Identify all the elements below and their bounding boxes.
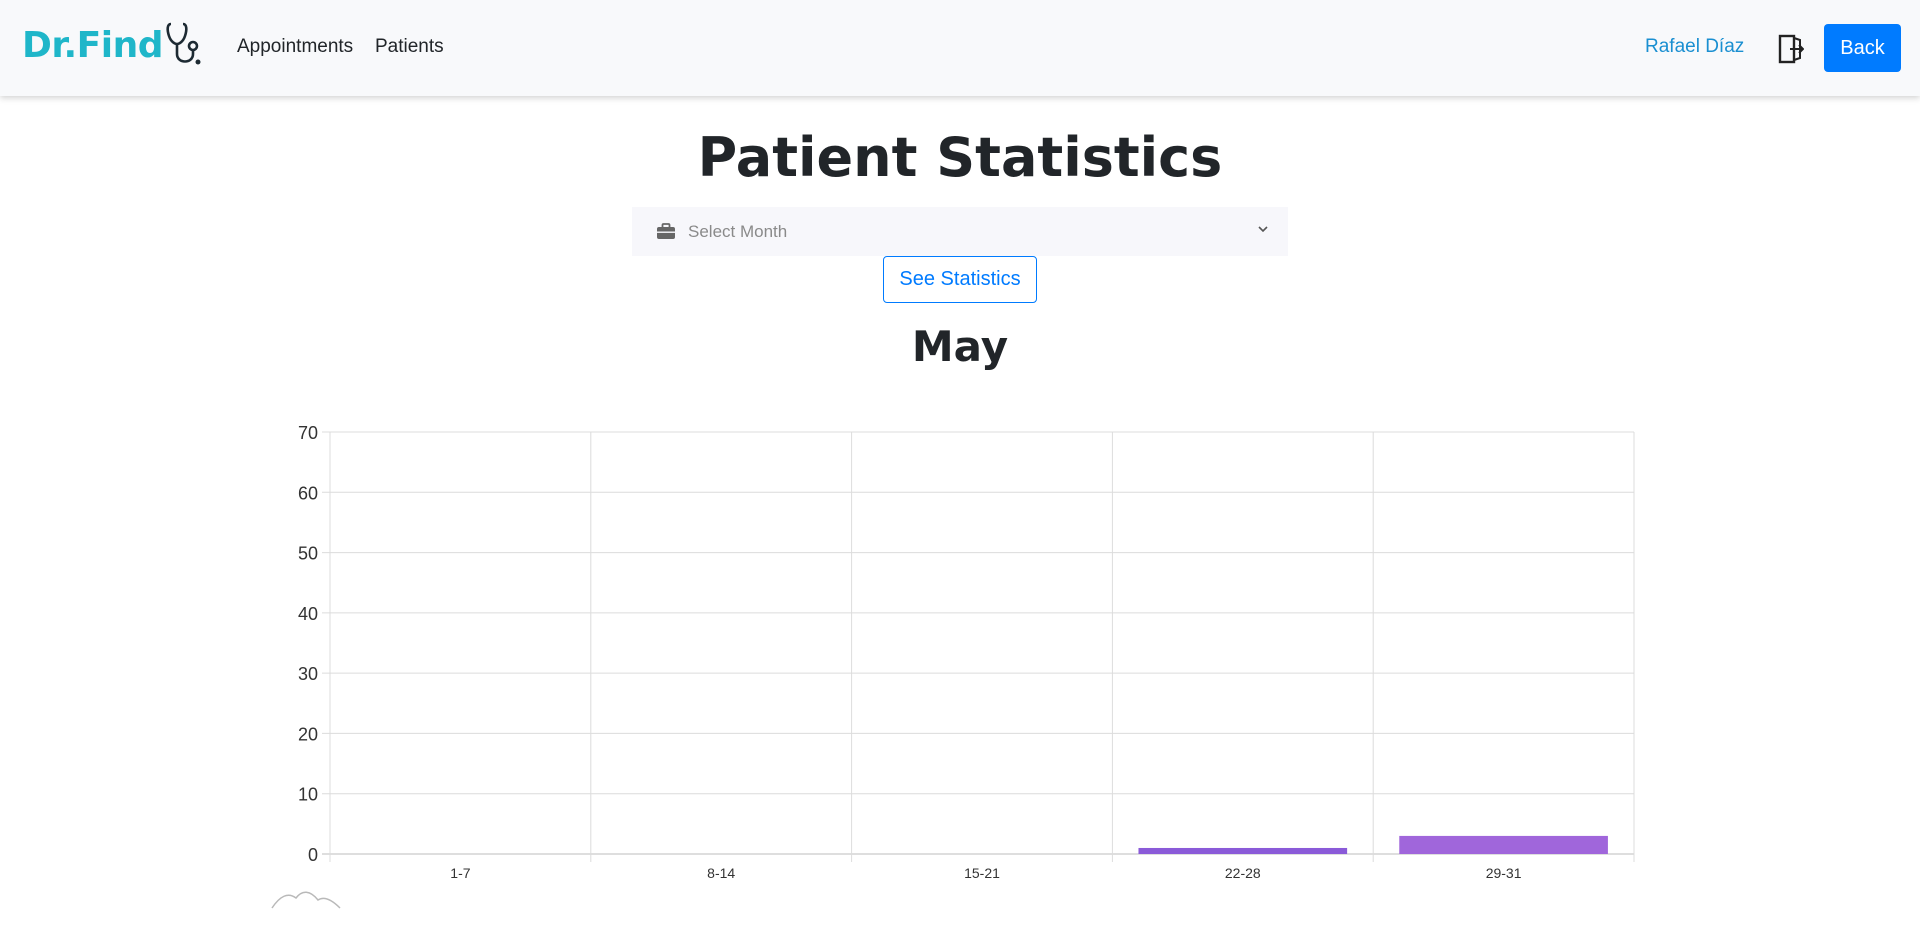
select-month-placeholder: Select Month [688, 222, 788, 241]
y-tick-label: 0 [308, 845, 318, 865]
y-tick-label: 40 [298, 604, 318, 624]
logout-icon[interactable] [1778, 34, 1804, 64]
back-button[interactable]: Back [1824, 24, 1901, 72]
chart-bar [1399, 835, 1608, 854]
chart-x-ticks: 1-7 8-14 15-21 22-28 29-31 [450, 865, 1521, 881]
user-name-link[interactable]: Rafael Díaz [1645, 36, 1745, 57]
y-tick-label: 10 [298, 785, 318, 805]
briefcase-icon [657, 223, 675, 239]
y-tick-label: 30 [298, 664, 318, 684]
brand-name: Dr.Find [22, 24, 164, 66]
y-tick-label: 20 [298, 724, 318, 744]
y-tick-label: 70 [298, 423, 318, 443]
chart-bars [1138, 835, 1608, 854]
navbar: Dr.Find Appointments Patients Rafael Día… [0, 0, 1920, 96]
x-tick-label: 22-28 [1225, 865, 1261, 881]
page-title: Patient Statistics [697, 126, 1223, 189]
brand-logo[interactable]: Dr.Find [22, 22, 203, 68]
chart-title: May [911, 322, 1009, 371]
chart-y-ticks: 0 10 20 30 40 50 60 70 [298, 423, 318, 865]
x-tick-label: 8-14 [707, 865, 735, 881]
see-statistics-button[interactable]: See Statistics [883, 256, 1037, 303]
chevron-down-icon [1258, 226, 1268, 233]
x-tick-label: 15-21 [964, 865, 1000, 881]
month-select[interactable]: Select Month [632, 207, 1288, 256]
stethoscope-icon [166, 22, 201, 65]
chart-bar [1138, 847, 1348, 854]
chart-watermark-icon [271, 891, 341, 909]
nav-link-appointments[interactable]: Appointments [237, 36, 354, 57]
y-tick-label: 60 [298, 483, 318, 503]
chart-grid [322, 431, 1635, 862]
x-tick-label: 1-7 [450, 865, 470, 881]
nav-link-patients[interactable]: Patients [375, 36, 444, 57]
y-tick-label: 50 [298, 544, 318, 564]
x-tick-label: 29-31 [1486, 865, 1522, 881]
